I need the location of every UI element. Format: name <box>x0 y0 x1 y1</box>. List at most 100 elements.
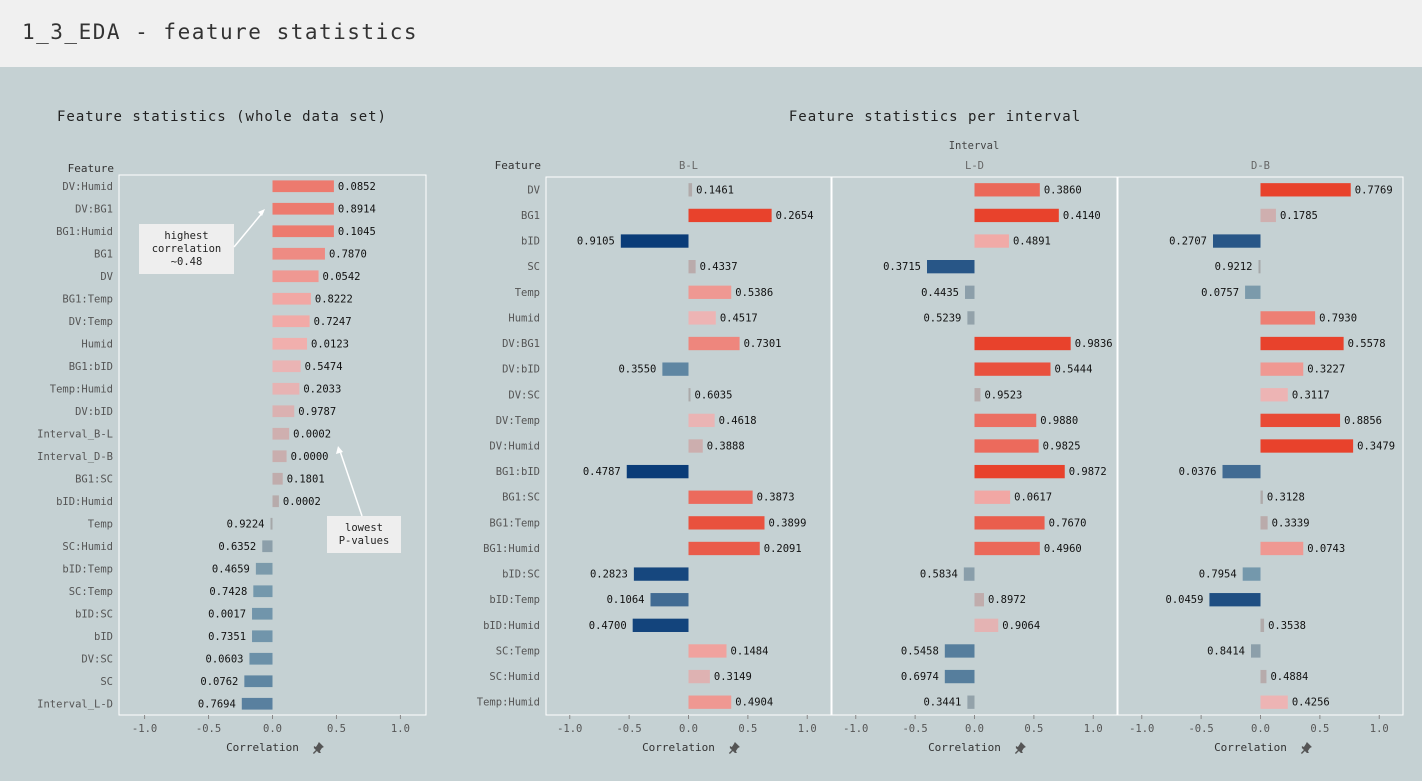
bar <box>632 618 689 632</box>
bar <box>688 183 693 197</box>
p-value-label: 0.0743 <box>1307 543 1345 555</box>
p-value-label: 0.7428 <box>209 586 247 598</box>
p-value-label: 0.3149 <box>714 671 752 683</box>
bar <box>944 644 975 658</box>
bar <box>974 208 1059 223</box>
feature-tick-label: BG1:bID <box>69 361 113 373</box>
p-value-label: 0.3441 <box>923 697 961 709</box>
bar <box>974 336 1071 351</box>
pin-icon[interactable] <box>1014 742 1026 754</box>
interval-label: B-L <box>679 160 698 172</box>
chart-per-interval: Feature statistics per interval Interval F… <box>477 109 1404 754</box>
feature-tick-label: BG1:SC <box>75 473 113 485</box>
x-tick-label: -1.0 <box>132 723 157 735</box>
bar <box>688 695 732 709</box>
p-value-label: 0.1045 <box>338 226 376 238</box>
bar <box>974 413 1037 428</box>
p-value-label: 0.0617 <box>1014 492 1052 504</box>
x-tick-label: 0.0 <box>1251 723 1270 735</box>
p-value-label: 0.9787 <box>298 406 336 418</box>
feature-tick-label: BG1:SC <box>502 492 540 504</box>
feature-tick-label: BG1:Humid <box>483 543 540 555</box>
bar <box>974 541 1040 556</box>
bar <box>1260 388 1288 402</box>
pin-icon[interactable] <box>1300 742 1312 754</box>
p-value-label: 0.1801 <box>287 473 325 485</box>
bar <box>963 567 975 581</box>
x-tick-label: -1.0 <box>1129 723 1154 735</box>
p-value-label: 0.9212 <box>1215 261 1253 273</box>
annotation-box <box>139 224 234 274</box>
p-value-label: 0.5444 <box>1055 364 1093 376</box>
bar <box>967 695 975 709</box>
feature-tick-label: DV:BG1 <box>502 338 540 350</box>
feature-tick-label: DV <box>527 184 540 196</box>
x-tick-label: 0.5 <box>1310 723 1329 735</box>
p-value-label: 0.8856 <box>1344 415 1382 427</box>
feature-tick-label: bID:Temp <box>489 594 540 606</box>
feature-tick-label: bID:Humid <box>483 620 540 632</box>
p-value-label: 0.4891 <box>1013 236 1051 248</box>
bar <box>1222 464 1261 479</box>
p-value-label: 0.0542 <box>323 271 361 283</box>
feature-tick-label: SC:Humid <box>62 541 113 553</box>
p-value-label: 0.4659 <box>212 563 250 575</box>
bar <box>1245 285 1261 299</box>
p-value-label: 0.3715 <box>883 261 921 273</box>
feature-tick-label: Humid <box>81 338 113 350</box>
bar <box>1260 362 1304 376</box>
bar <box>1260 669 1267 684</box>
bar <box>927 260 975 274</box>
column-header: Interval <box>949 140 1000 152</box>
p-value-label: 0.9064 <box>1002 620 1040 632</box>
annotation-arrow <box>233 211 264 248</box>
bar <box>1260 695 1288 709</box>
p-value-label: 0.2091 <box>764 543 802 555</box>
p-value-label: 0.5386 <box>735 287 773 299</box>
pin-icon-shape <box>312 742 324 754</box>
x-tick-label: 0.0 <box>263 723 282 735</box>
feature-tick-label: SC <box>100 676 113 688</box>
feature-tick-label: DV:Temp <box>69 316 113 328</box>
bar <box>688 644 727 658</box>
bar <box>253 585 273 598</box>
pin-icon-shape <box>1014 742 1026 754</box>
x-tick-label: 1.0 <box>391 723 410 735</box>
bar <box>1258 260 1261 274</box>
p-value-label: 0.5239 <box>923 312 961 324</box>
bar <box>688 413 715 428</box>
p-value-label: 0.3873 <box>757 492 795 504</box>
feature-tick-label: Temp:Humid <box>50 383 113 395</box>
x-tick-label: 1.0 <box>1084 723 1103 735</box>
p-value-label: 0.7694 <box>198 698 236 710</box>
bar <box>974 464 1065 479</box>
x-tick-label: -1.0 <box>843 723 868 735</box>
feature-tick-label: Humid <box>508 312 540 324</box>
pin-icon[interactable] <box>728 742 740 754</box>
annotation-text: correlation <box>152 243 222 255</box>
p-value-label: 0.6352 <box>218 541 256 553</box>
bar <box>1260 183 1351 197</box>
p-value-label: 0.1484 <box>731 645 769 657</box>
bar <box>272 472 283 485</box>
feature-tick-label: SC:Temp <box>69 586 113 598</box>
bar <box>272 180 334 193</box>
bar <box>252 630 273 643</box>
x-tick-label: -0.5 <box>1188 723 1213 735</box>
p-value-label: 0.0000 <box>291 451 329 463</box>
p-value-label: 0.0123 <box>311 338 349 350</box>
bar <box>974 618 999 632</box>
p-value-label: 0.3128 <box>1267 492 1305 504</box>
p-value-label: 0.0002 <box>283 496 321 508</box>
bar <box>249 652 273 665</box>
feature-tick-label: BG1:Humid <box>56 226 113 238</box>
pin-icon[interactable] <box>312 742 324 754</box>
bar <box>1260 413 1341 428</box>
annotation-arrowhead <box>336 446 343 454</box>
p-value-label: 0.0757 <box>1201 287 1239 299</box>
p-value-label: 0.7954 <box>1199 569 1237 581</box>
chart-title: Feature statistics (whole data set) <box>57 109 387 125</box>
bar <box>272 315 310 328</box>
bar <box>688 208 772 223</box>
annotation-text: ~0.48 <box>171 256 203 268</box>
